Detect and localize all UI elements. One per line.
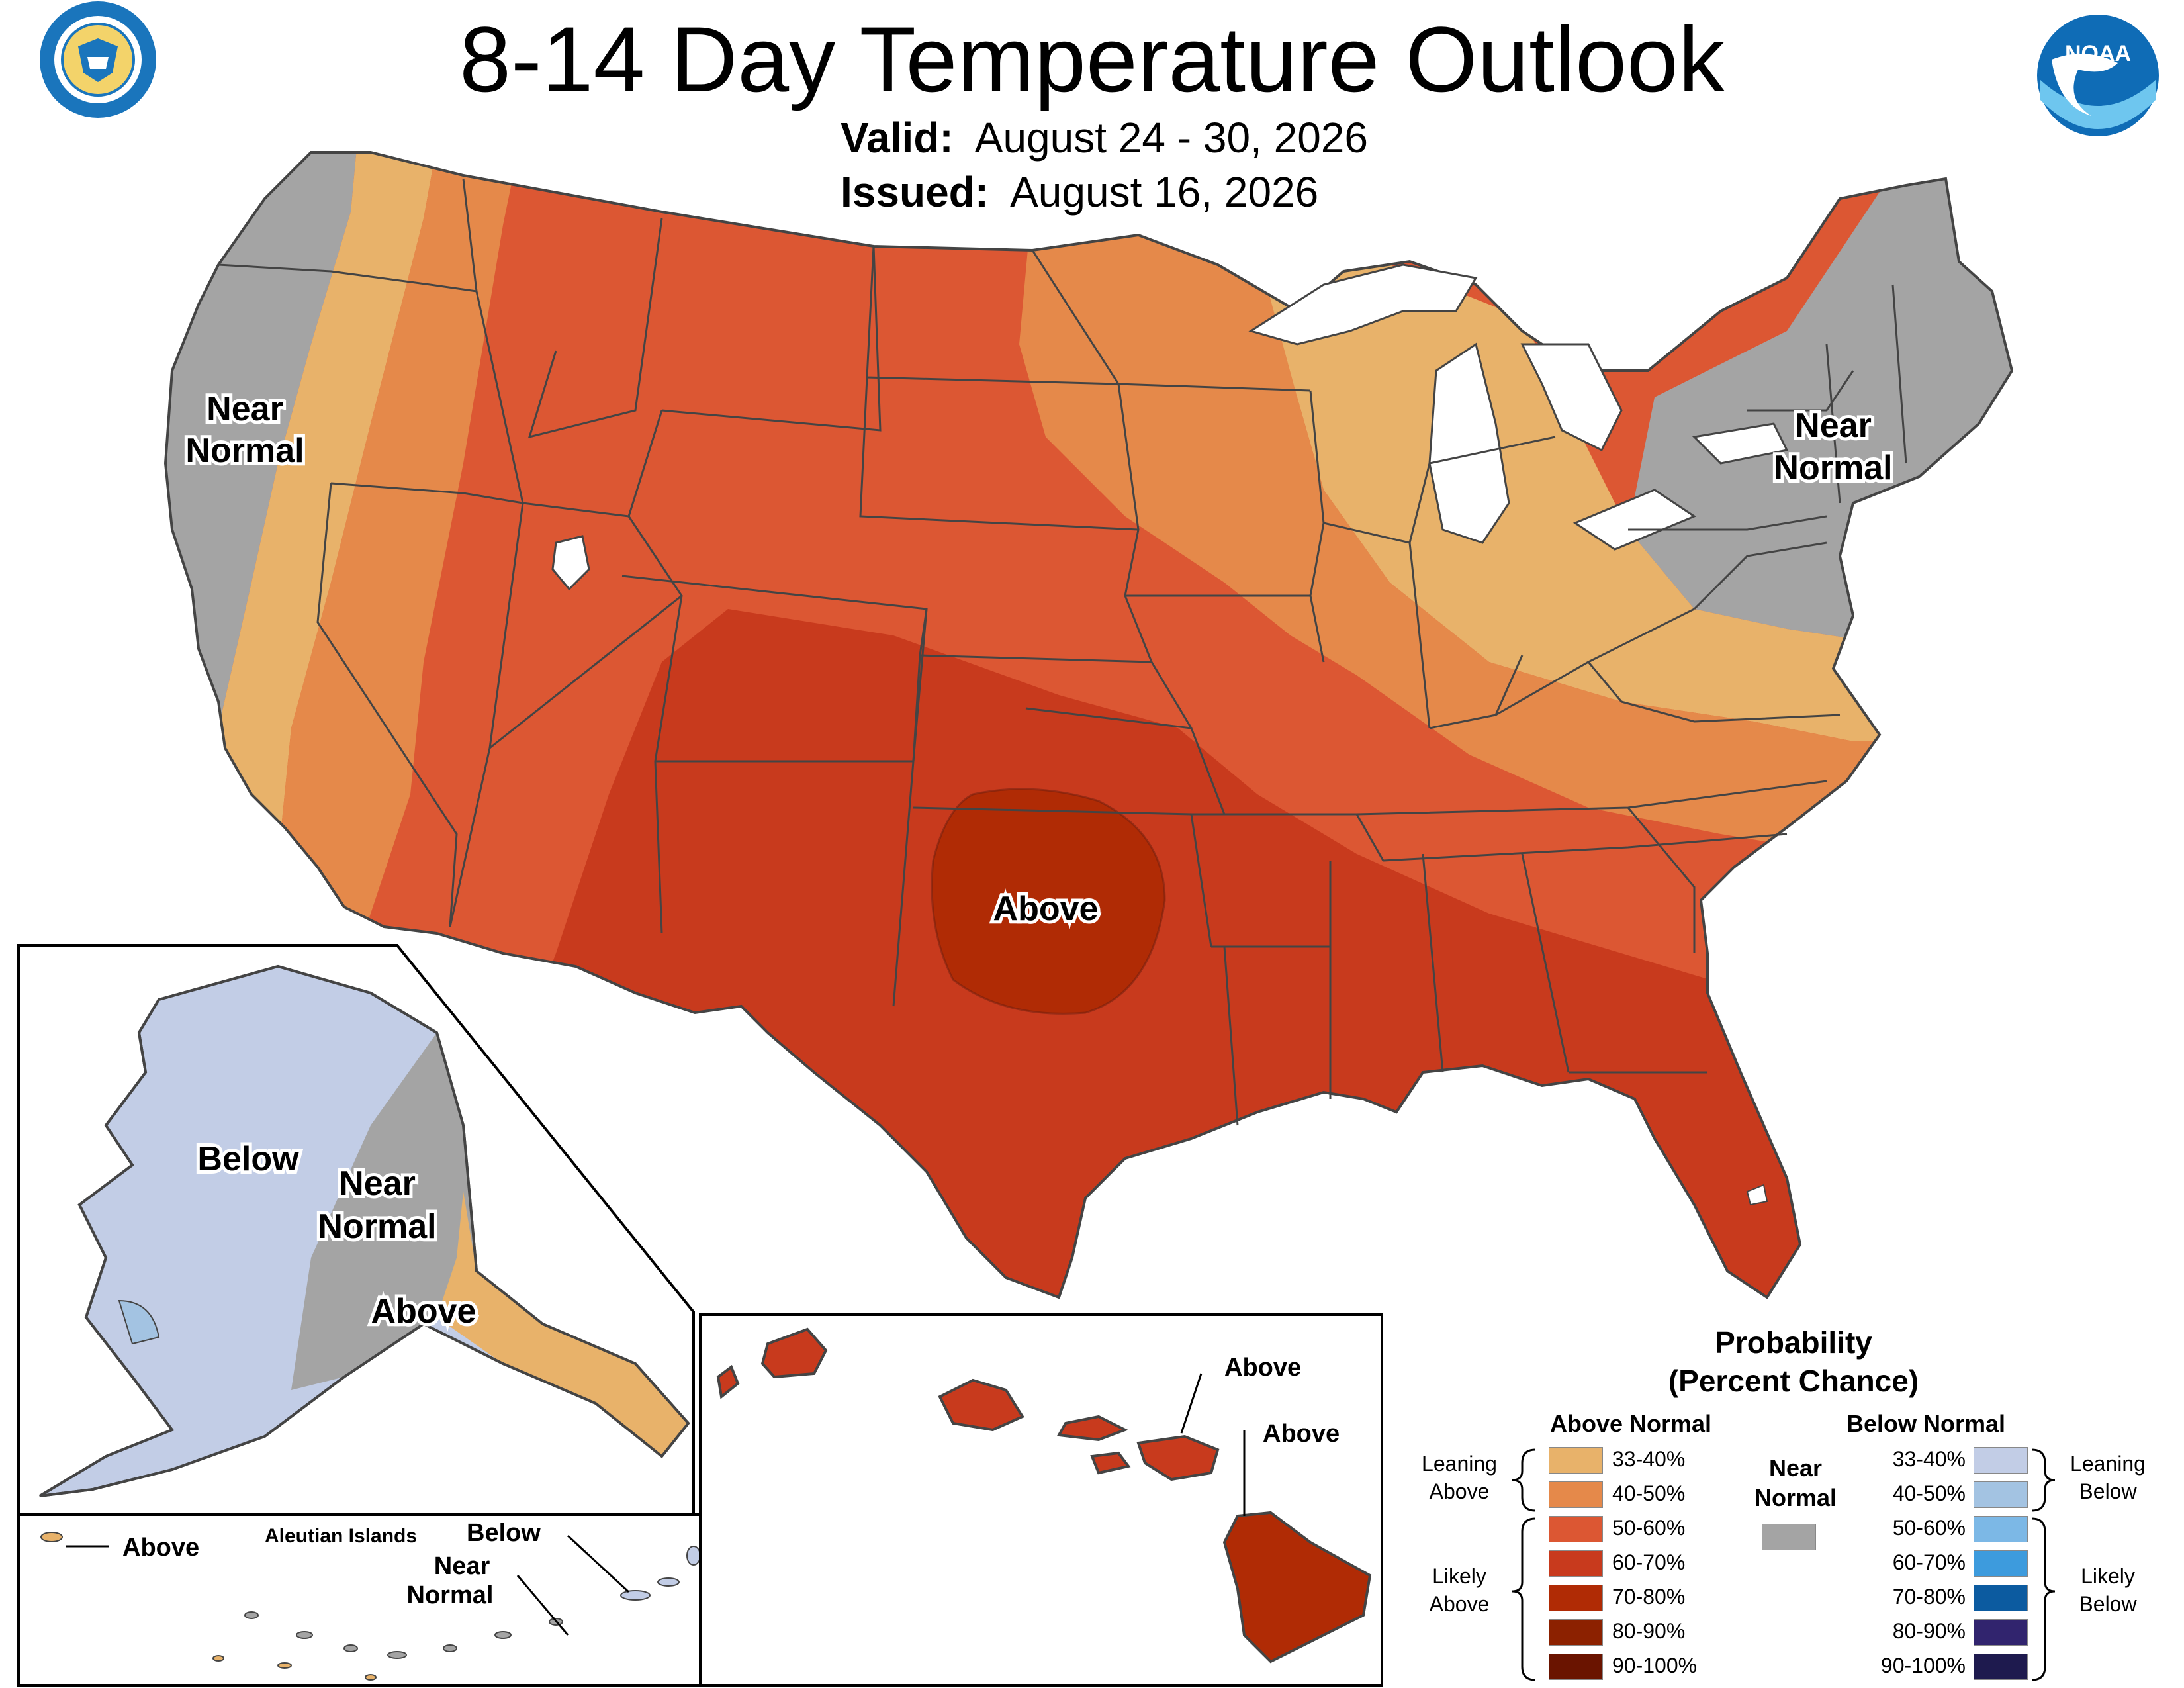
map-title: 8-14 Day Temperature Outlook	[459, 7, 1725, 111]
issued-line: Issued: August 16, 2026	[841, 167, 1318, 217]
west-40-50-zone	[218, 152, 549, 953]
valid-label: Valid:	[841, 114, 954, 162]
above-range-label: 33-40%	[1612, 1447, 1686, 1471]
aleutian-inset: Above Aleutian Islands Below Near Normal	[17, 1513, 703, 1687]
likely-above-label-1: Likely	[1432, 1564, 1486, 1588]
great-lakes	[1248, 263, 1789, 551]
above-range-label: 70-80%	[1612, 1585, 1686, 1609]
great-salt-lake	[551, 535, 590, 591]
leaning-below-label-2: Below	[2079, 1479, 2137, 1503]
below-swatch	[1974, 1516, 2028, 1542]
below-range-label: 80-90%	[1892, 1619, 1966, 1643]
near-normal-swatch	[1762, 1524, 1816, 1550]
hawaii-above-label-2: Above	[1263, 1420, 1340, 1448]
above-range-label: 80-90%	[1612, 1619, 1686, 1643]
below-range-label: 60-70%	[1892, 1550, 1966, 1574]
above-range-label: 90-100%	[1612, 1654, 1698, 1677]
below-swatch	[1974, 1481, 2028, 1508]
likely-above-label: Likely Above	[1410, 1562, 1509, 1618]
central-40-50-zone	[1019, 199, 2012, 861]
leaning-above-label-1: Leaning	[1422, 1452, 1497, 1476]
commerce-seal-icon	[40, 1, 156, 118]
south-plains-above-label: Above	[993, 890, 1099, 928]
state-boundaries	[218, 178, 1907, 1126]
above-swatch	[1549, 1481, 1603, 1508]
aleutian-near-label-1: Near	[434, 1552, 490, 1580]
below-swatch	[1974, 1654, 2028, 1680]
above-swatch	[1549, 1619, 1603, 1646]
noaa-logo-icon: NOAA	[2037, 15, 2159, 136]
below-range-label: 90-100%	[1880, 1654, 1966, 1677]
aleutian-below-label: Below	[467, 1519, 541, 1547]
northeast-near-label-1: Near	[1795, 406, 1872, 445]
great-lakes-leaning-above-zone	[1257, 265, 2012, 741]
below-swatch	[1974, 1619, 2028, 1646]
issued-label: Issued:	[841, 168, 989, 216]
hawaii-above-label-1: Above	[1224, 1354, 1301, 1382]
likely-below-label-2: Below	[2079, 1592, 2137, 1616]
above-range-label: 50-60%	[1612, 1516, 1686, 1540]
below-swatch	[1974, 1447, 2028, 1474]
leaning-below-label-1: Leaning	[2070, 1452, 2146, 1476]
likely-below-label-1: Likely	[2081, 1564, 2135, 1588]
hawaii-inset: Above Above	[699, 1313, 1383, 1687]
below-range-label: 40-50%	[1892, 1481, 1966, 1505]
leaning-above-label-2: Above	[1429, 1479, 1490, 1503]
above-swatch	[1549, 1516, 1603, 1542]
below-swatch	[1974, 1585, 2028, 1611]
alaska-near-label-2: Normal	[318, 1207, 436, 1246]
above-swatch	[1549, 1447, 1603, 1474]
legend-title-2: (Percent Chance)	[1668, 1364, 1919, 1398]
northeast-near-label-2: Normal	[1774, 449, 1892, 487]
alaska-inset: Below Near Normal Above	[17, 944, 695, 1516]
noaa-logo-text: NOAA	[2065, 41, 2131, 66]
valid-dates: August 24 - 30, 2026	[974, 114, 1368, 162]
south-plains-70-80-zone	[931, 788, 1166, 1015]
above-swatch	[1549, 1585, 1603, 1611]
issued-date: August 16, 2026	[1010, 168, 1319, 216]
above-range-label: 40-50%	[1612, 1481, 1686, 1505]
near-normal-header-2: Normal	[1754, 1484, 1837, 1511]
leaning-below-label: Leaning Below	[2058, 1450, 2158, 1505]
lake-okeechobee	[1746, 1184, 1768, 1206]
above-range-label: 60-70%	[1612, 1550, 1686, 1574]
aleutian-title: Aleutian Islands	[265, 1525, 417, 1547]
below-normal-header: Below Normal	[1846, 1410, 2006, 1437]
aleutian-above-label: Above	[122, 1534, 199, 1562]
below-swatch	[1974, 1550, 2028, 1577]
alaska-above-label: Above	[371, 1292, 477, 1331]
above-swatch	[1549, 1550, 1603, 1577]
west-near-label-2: Normal	[185, 432, 304, 470]
above-swatch	[1549, 1654, 1603, 1680]
west-near-label-1: Near	[206, 390, 283, 428]
valid-line: Valid: August 24 - 30, 2026	[841, 113, 1368, 163]
below-range-label: 33-40%	[1892, 1447, 1966, 1471]
alaska-below-label: Below	[197, 1140, 299, 1178]
leaning-above-label: Leaning Above	[1410, 1450, 1509, 1505]
below-range-label: 50-60%	[1892, 1516, 1966, 1540]
west-leaning-above-zone	[218, 152, 463, 861]
alaska-near-label-1: Near	[339, 1164, 416, 1203]
near-normal-header-1: Near	[1768, 1454, 1823, 1481]
likely-below-label: Likely Below	[2058, 1562, 2158, 1618]
aleutian-near-label-2: Normal	[407, 1581, 494, 1609]
below-range-label: 70-80%	[1892, 1585, 1966, 1609]
legend-title-1: Probability	[1715, 1325, 1872, 1360]
above-normal-header: Above Normal	[1550, 1410, 1712, 1437]
northeast-near-normal-zone	[1628, 152, 2012, 662]
likely-above-label-2: Above	[1429, 1592, 1490, 1616]
